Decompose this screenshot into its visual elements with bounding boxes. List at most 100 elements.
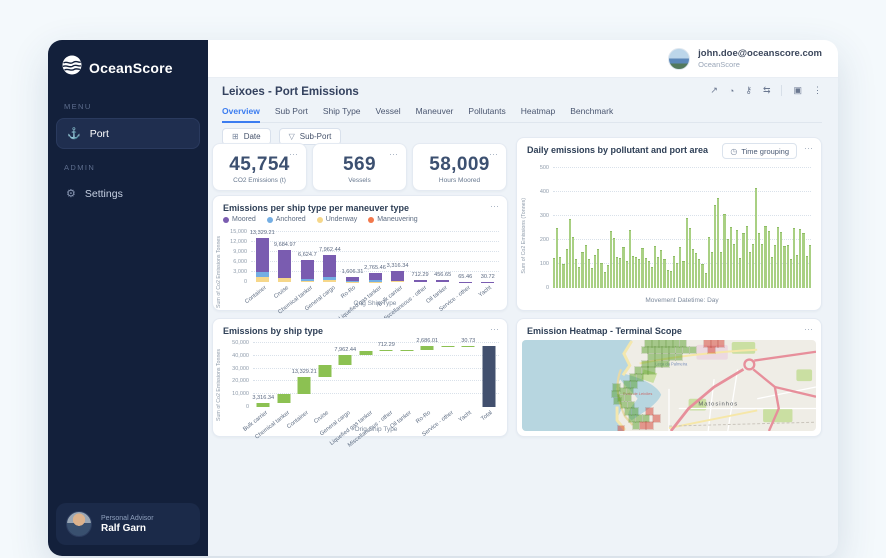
kebab-icon[interactable]: ⋮ bbox=[813, 85, 822, 95]
stack-segment-anchored[interactable] bbox=[255, 272, 269, 278]
heatmap-cell[interactable] bbox=[623, 393, 633, 403]
daily-bar[interactable] bbox=[780, 232, 783, 288]
daily-bar[interactable] bbox=[654, 246, 657, 288]
heatmap-cell[interactable] bbox=[654, 359, 663, 369]
stacked-bar[interactable] bbox=[413, 232, 427, 282]
stack-segment-underway[interactable] bbox=[255, 277, 269, 282]
heatmap-cell[interactable] bbox=[640, 366, 650, 375]
stack-segment-moored[interactable] bbox=[436, 280, 450, 282]
heatmap-cell[interactable] bbox=[645, 421, 654, 430]
stacked-bar[interactable] bbox=[391, 232, 405, 282]
stacked-bar[interactable] bbox=[323, 232, 337, 282]
stacked-bar[interactable] bbox=[481, 232, 495, 282]
stacked-bar[interactable] bbox=[436, 232, 450, 282]
heatmap-cell[interactable] bbox=[654, 352, 663, 362]
daily-bar[interactable] bbox=[638, 258, 641, 288]
heatmap-cell[interactable] bbox=[652, 414, 661, 423]
heatmap-cell[interactable] bbox=[671, 340, 681, 348]
daily-bar[interactable] bbox=[682, 260, 685, 288]
daily-bar[interactable] bbox=[628, 229, 631, 288]
daily-bar[interactable] bbox=[808, 245, 811, 288]
heatmap-cell[interactable] bbox=[629, 380, 639, 389]
stacked-bar[interactable] bbox=[368, 232, 382, 282]
daily-bar[interactable] bbox=[802, 233, 805, 288]
key-icon[interactable]: ⚷ bbox=[745, 85, 752, 95]
heatmap-cell[interactable] bbox=[674, 345, 684, 355]
daily-bar[interactable] bbox=[672, 255, 676, 288]
daily-bar[interactable] bbox=[764, 225, 767, 288]
daily-bar[interactable] bbox=[600, 263, 603, 288]
daily-bar[interactable] bbox=[625, 260, 628, 288]
daily-bar[interactable] bbox=[603, 271, 606, 288]
waterfall-bar[interactable] bbox=[318, 364, 332, 378]
heatmap-cell[interactable] bbox=[651, 340, 660, 348]
heatmap-cell[interactable] bbox=[612, 383, 621, 392]
legend-item-underway[interactable]: Underway bbox=[316, 216, 357, 223]
legend-item-maneuvering[interactable]: Maneuvering bbox=[368, 216, 418, 223]
kebab-icon[interactable]: ⋯ bbox=[389, 149, 398, 159]
sub-port-filter-button[interactable]: ▽ Sub-Port bbox=[278, 128, 342, 145]
daily-bar[interactable] bbox=[723, 213, 726, 288]
heatmap-cell[interactable] bbox=[664, 340, 674, 348]
daily-bar[interactable] bbox=[761, 244, 764, 288]
daily-bar[interactable] bbox=[565, 248, 568, 288]
heatmap-cell[interactable] bbox=[630, 407, 640, 416]
tab-benchmark[interactable]: Benchmark bbox=[570, 106, 614, 116]
daily-bar[interactable] bbox=[695, 253, 698, 288]
daily-bar[interactable] bbox=[777, 227, 780, 288]
heatmap-cell[interactable] bbox=[616, 393, 626, 403]
daily-bar[interactable] bbox=[612, 238, 616, 288]
daily-bar[interactable] bbox=[704, 272, 707, 288]
daily-bar[interactable] bbox=[773, 245, 777, 288]
heatmap-cell[interactable] bbox=[631, 421, 641, 430]
heatmap-cell[interactable] bbox=[641, 414, 651, 423]
daily-bar[interactable] bbox=[650, 267, 653, 288]
kebab-icon[interactable]: ⋯ bbox=[489, 149, 498, 159]
heatmap-cell[interactable] bbox=[707, 345, 716, 355]
daily-bar[interactable] bbox=[606, 265, 609, 288]
daily-bar[interactable] bbox=[587, 259, 590, 288]
waterfall-bar[interactable] bbox=[420, 346, 434, 350]
legend-item-anchored[interactable]: Anchored bbox=[266, 216, 306, 223]
heatmap-cell[interactable] bbox=[616, 425, 626, 431]
heatmap-cell[interactable] bbox=[647, 366, 656, 375]
daily-bar[interactable] bbox=[669, 271, 672, 288]
daily-bar[interactable] bbox=[559, 256, 562, 288]
daily-bar[interactable] bbox=[663, 259, 666, 288]
daily-bar[interactable] bbox=[619, 258, 622, 288]
daily-bar[interactable] bbox=[660, 250, 663, 288]
stack-segment-moored[interactable] bbox=[391, 270, 405, 281]
daily-bar[interactable] bbox=[751, 243, 754, 288]
stacked-bar[interactable] bbox=[278, 232, 292, 282]
daily-bar[interactable] bbox=[755, 187, 758, 288]
heatmap-cell[interactable] bbox=[611, 389, 620, 399]
daily-bar[interactable] bbox=[676, 263, 679, 288]
frame-icon[interactable]: ▣ bbox=[793, 85, 802, 95]
kebab-icon[interactable]: ⋯ bbox=[804, 143, 813, 153]
heatmap-cell[interactable] bbox=[628, 373, 638, 382]
stack-segment-anchored[interactable] bbox=[323, 276, 337, 280]
stack-segment-underway[interactable] bbox=[300, 280, 314, 282]
daily-bar[interactable] bbox=[571, 236, 575, 288]
stack-segment-moored[interactable] bbox=[368, 272, 382, 281]
daily-bar[interactable] bbox=[685, 217, 688, 288]
daily-bar[interactable] bbox=[792, 228, 796, 288]
stack-segment-underway[interactable] bbox=[323, 280, 337, 282]
stacked-bar[interactable] bbox=[300, 232, 314, 282]
swap-icon[interactable]: ⇆ bbox=[762, 85, 771, 95]
heatmap-cell[interactable] bbox=[619, 400, 629, 410]
daily-bar[interactable] bbox=[556, 227, 559, 288]
stack-segment-underway[interactable] bbox=[278, 278, 292, 282]
daily-bar[interactable] bbox=[745, 226, 748, 288]
export-icon[interactable]: ↗ bbox=[710, 85, 718, 95]
daily-bar[interactable] bbox=[805, 256, 808, 288]
terminal-heatmap-map[interactable]: Leça da Palmeira Porto de Leixões Matosi… bbox=[522, 340, 816, 431]
daily-bar[interactable] bbox=[710, 252, 713, 288]
waterfall-bar[interactable] bbox=[379, 350, 393, 352]
daily-bar[interactable] bbox=[641, 247, 644, 288]
heatmap-cell[interactable] bbox=[661, 359, 670, 369]
daily-bar[interactable] bbox=[698, 259, 701, 288]
daily-bar[interactable] bbox=[767, 230, 770, 288]
daily-bar[interactable] bbox=[581, 252, 584, 288]
waterfall-bar[interactable] bbox=[482, 346, 496, 407]
